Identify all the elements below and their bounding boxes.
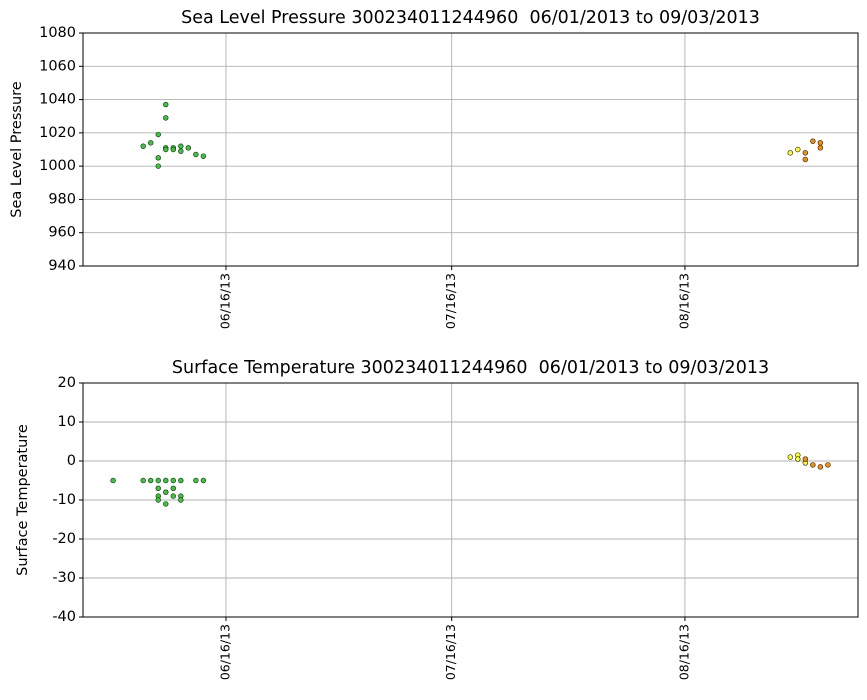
point [193,477,199,484]
point [817,145,824,151]
y-tick-label: 1060 [39,58,76,74]
point [155,131,161,138]
y-tick-label: -20 [52,531,76,547]
plot-frame [82,382,859,618]
point [170,493,176,499]
point [802,150,809,156]
x-tick-label: 07/16/13 [443,273,458,329]
point [787,150,793,156]
point [170,485,176,491]
x-tick-label: 06/16/13 [217,273,232,329]
y-tick-label: 980 [48,191,76,207]
point [178,497,184,503]
y-tick-label: -40 [52,609,76,625]
plot-frame [82,32,859,267]
point [163,146,169,153]
y-axis-label: Sea Level Pressure [9,81,25,217]
y-tick-label: 1080 [39,25,76,41]
y-tick-label: 940 [48,258,76,274]
y-tick-label: 20 [58,375,76,391]
point [110,477,116,484]
point [817,140,824,146]
point [200,477,207,484]
point [140,477,146,484]
point [178,148,184,154]
point [795,456,801,462]
y-axis-label: Surface Temperature [15,424,31,576]
point [185,145,192,151]
y-tick-label: 1000 [39,158,76,174]
point [817,464,824,470]
point [155,497,161,503]
point [178,143,184,149]
point [825,462,831,468]
y-tick-label: -10 [52,492,76,508]
point [163,115,169,121]
x-tick-label: 07/16/13 [443,624,458,680]
point [802,156,809,163]
point [163,477,169,484]
point [200,153,207,159]
y-tick-label: 10 [58,414,76,430]
point [155,477,161,484]
y-tick-label: 1040 [39,92,76,108]
point [163,489,169,495]
point [178,477,184,484]
point [155,485,161,491]
point [170,146,176,153]
point [163,501,169,507]
point [193,151,199,158]
point [170,477,176,484]
point [148,477,154,484]
chart-title: Sea Level Pressure 300234011244960 06/01… [181,8,760,28]
x-tick-label: 08/16/13 [676,273,691,329]
point [155,155,161,161]
y-tick-label: 1020 [39,125,76,141]
point [795,146,801,153]
y-tick-label: -30 [52,570,76,586]
y-tick-label: 0 [67,453,76,469]
point [802,456,809,462]
point [810,138,816,144]
x-tick-label: 06/16/13 [217,624,232,680]
x-tick-label: 08/16/13 [676,624,691,680]
point [787,454,793,460]
point [810,462,816,468]
point [148,140,154,146]
point [140,143,146,149]
y-tick-label: 960 [48,225,76,241]
point [155,163,161,169]
point [163,101,169,108]
chart-title: Surface Temperature 300234011244960 06/0… [172,358,769,378]
